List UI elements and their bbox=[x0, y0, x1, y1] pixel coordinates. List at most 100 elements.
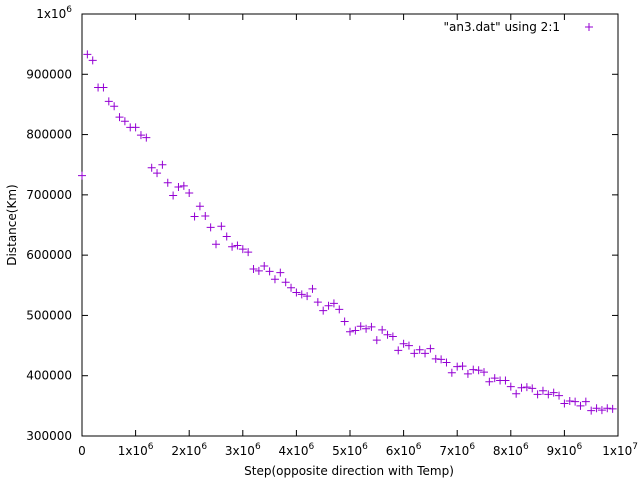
data-point bbox=[421, 349, 430, 358]
data-point bbox=[437, 355, 446, 364]
data-point bbox=[490, 374, 499, 383]
data-point bbox=[308, 284, 317, 293]
x-tick-label: 0 bbox=[78, 444, 86, 458]
data-point bbox=[297, 290, 306, 299]
data-point bbox=[303, 292, 312, 301]
legend-label: "an3.dat" using 2:1 bbox=[444, 20, 560, 34]
legend: "an3.dat" using 2:1 bbox=[444, 20, 593, 34]
data-point bbox=[410, 349, 419, 358]
data-point bbox=[254, 266, 263, 275]
x-tick-label: 4x106 bbox=[279, 442, 315, 458]
data-point bbox=[383, 330, 392, 339]
data-point bbox=[517, 383, 526, 392]
data-points bbox=[78, 50, 617, 415]
data-point bbox=[538, 386, 547, 395]
data-point bbox=[587, 406, 596, 415]
legend-marker-icon bbox=[585, 23, 593, 31]
data-point bbox=[228, 242, 237, 251]
data-point bbox=[399, 339, 408, 348]
data-point bbox=[447, 368, 456, 377]
data-point bbox=[83, 50, 92, 59]
data-point bbox=[469, 365, 478, 374]
data-point bbox=[351, 326, 360, 335]
data-point bbox=[131, 123, 140, 132]
y-tick-label: 500000 bbox=[26, 308, 72, 322]
data-point bbox=[463, 369, 472, 378]
data-point bbox=[608, 404, 617, 413]
data-point bbox=[426, 344, 435, 353]
data-point bbox=[571, 397, 580, 406]
data-point bbox=[153, 169, 162, 178]
data-point bbox=[201, 211, 210, 220]
data-point bbox=[179, 181, 188, 190]
data-point bbox=[415, 345, 424, 354]
data-point bbox=[142, 133, 151, 142]
data-point bbox=[458, 362, 467, 371]
data-point bbox=[394, 346, 403, 355]
data-point bbox=[136, 131, 145, 140]
y-tick-label: 600000 bbox=[26, 248, 72, 262]
y-tick-label: 700000 bbox=[26, 188, 72, 202]
data-point bbox=[442, 358, 451, 367]
data-point bbox=[346, 327, 354, 336]
x-tick-label: 6x106 bbox=[386, 442, 422, 458]
data-point bbox=[244, 248, 253, 257]
data-point bbox=[506, 382, 515, 391]
data-point bbox=[292, 288, 301, 297]
data-point bbox=[163, 178, 172, 187]
data-point bbox=[356, 322, 365, 331]
data-point bbox=[576, 401, 585, 410]
x-tick-label: 1x106 bbox=[118, 442, 154, 458]
data-point bbox=[99, 83, 108, 92]
data-point bbox=[453, 362, 462, 371]
data-point bbox=[158, 160, 167, 169]
data-point bbox=[174, 183, 183, 192]
data-point bbox=[372, 336, 381, 345]
data-point bbox=[367, 322, 376, 331]
axes: 0 1x106 2x106 3x106 4x106 5x106 6x106 7x106 8x10… bbox=[26, 5, 638, 458]
data-point bbox=[549, 388, 558, 397]
data-point bbox=[431, 354, 440, 363]
data-point bbox=[195, 202, 204, 211]
x-axis-label: Step(opposite direction with Temp) bbox=[244, 464, 454, 478]
data-point bbox=[110, 102, 119, 111]
data-point bbox=[88, 56, 97, 65]
y-tick-label: 800000 bbox=[26, 128, 72, 142]
data-point bbox=[217, 222, 226, 231]
data-point bbox=[474, 366, 483, 375]
data-point bbox=[212, 240, 220, 249]
data-point bbox=[512, 389, 521, 398]
data-point bbox=[249, 265, 258, 274]
data-point bbox=[581, 397, 590, 406]
data-point bbox=[185, 189, 194, 198]
data-point bbox=[276, 268, 285, 277]
data-point bbox=[313, 298, 322, 307]
data-point bbox=[362, 324, 371, 333]
data-point bbox=[388, 332, 397, 341]
x-tick-label: 5x106 bbox=[332, 442, 368, 458]
data-point bbox=[169, 191, 178, 200]
data-point bbox=[378, 325, 387, 334]
x-tick-label: 1x107 bbox=[602, 442, 638, 458]
data-point bbox=[555, 391, 564, 400]
data-point bbox=[222, 232, 231, 241]
data-point bbox=[287, 283, 296, 292]
data-point bbox=[115, 113, 124, 122]
x-tick-label: 3x106 bbox=[225, 442, 261, 458]
data-point bbox=[120, 117, 129, 126]
y-tick-label: 1x106 bbox=[36, 5, 72, 21]
x-tick-label: 2x106 bbox=[171, 442, 207, 458]
data-point bbox=[319, 306, 328, 315]
data-point bbox=[597, 406, 606, 415]
data-point bbox=[238, 245, 247, 254]
data-point bbox=[265, 267, 274, 276]
x-tick-label: 7x106 bbox=[439, 442, 475, 458]
y-tick-label: 400000 bbox=[26, 369, 72, 383]
data-point bbox=[522, 383, 531, 392]
data-point bbox=[281, 278, 290, 287]
data-point bbox=[592, 404, 601, 413]
data-point bbox=[260, 261, 269, 270]
data-point bbox=[324, 301, 333, 310]
x-tick-label: 9x106 bbox=[547, 442, 583, 458]
data-point bbox=[329, 299, 338, 308]
